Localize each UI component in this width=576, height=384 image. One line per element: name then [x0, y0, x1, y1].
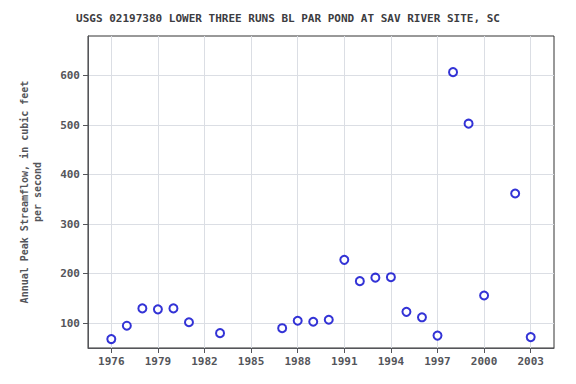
svg-text:500: 500 [60, 119, 80, 132]
svg-text:1988: 1988 [284, 355, 311, 368]
svg-text:600: 600 [60, 69, 80, 82]
svg-text:1976: 1976 [98, 355, 125, 368]
svg-text:1982: 1982 [191, 355, 218, 368]
svg-text:USGS 02197380 LOWER THREE RUNS: USGS 02197380 LOWER THREE RUNS BL PAR PO… [76, 12, 500, 25]
svg-text:1985: 1985 [238, 355, 265, 368]
svg-text:per second: per second [32, 162, 43, 222]
svg-text:Annual Peak Streamflow, in cub: Annual Peak Streamflow, in cubic feet [19, 81, 30, 304]
svg-text:100: 100 [60, 317, 80, 330]
svg-text:1997: 1997 [424, 355, 451, 368]
svg-text:300: 300 [60, 218, 80, 231]
svg-text:200: 200 [60, 267, 80, 280]
svg-text:2003: 2003 [517, 355, 544, 368]
svg-text:1994: 1994 [378, 355, 405, 368]
svg-text:2000: 2000 [471, 355, 498, 368]
svg-text:1979: 1979 [145, 355, 172, 368]
svg-text:1991: 1991 [331, 355, 358, 368]
svg-text:400: 400 [60, 168, 80, 181]
